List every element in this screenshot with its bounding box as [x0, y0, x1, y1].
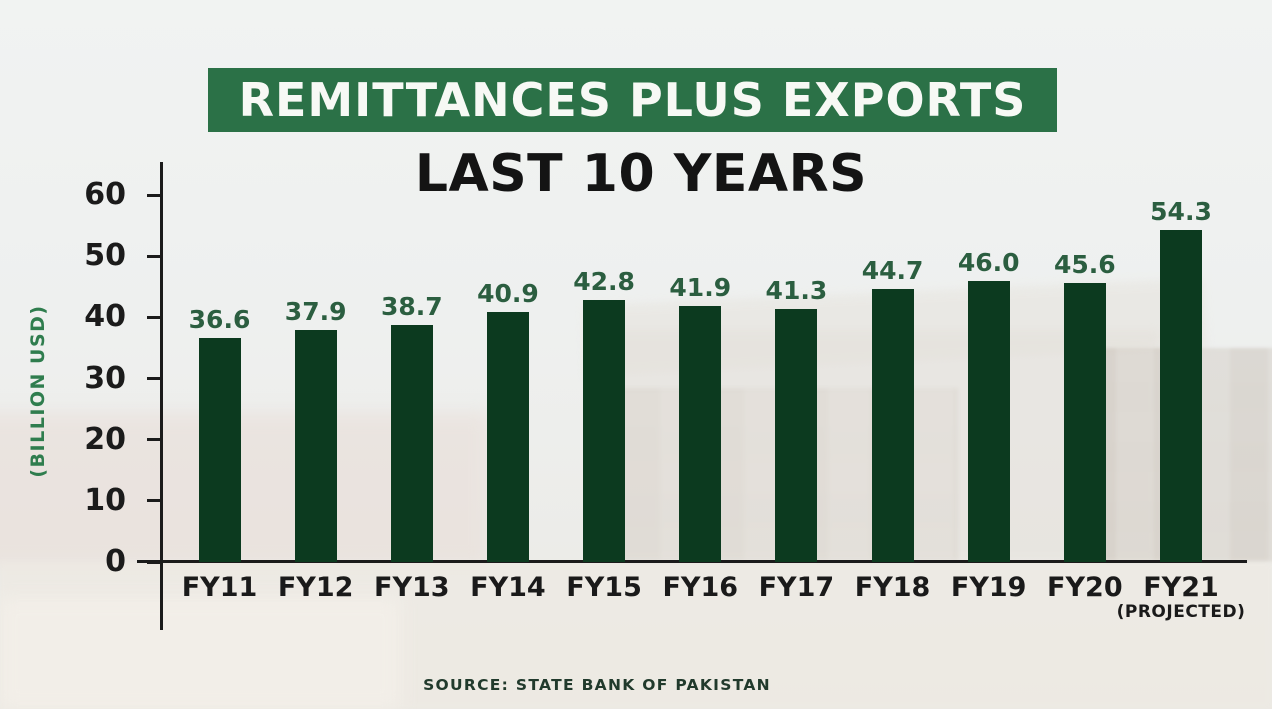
- bar-FY21: [1160, 229, 1202, 562]
- y-tick-label-50: 50: [84, 238, 126, 274]
- value-label-FY16: 41.9: [669, 272, 732, 302]
- y-tick-label-60: 60: [84, 177, 126, 212]
- title-banner: REMITTANCES PLUS EXPORTS: [208, 68, 1057, 132]
- source-credit: SOURCE: STATE BANK OF PAKISTAN: [423, 676, 771, 694]
- x-label-FY19: FY19: [950, 572, 1027, 603]
- y-tick-label-20: 20: [84, 421, 126, 457]
- y-tick-label-10: 10: [84, 482, 126, 518]
- y-tick-20: [147, 438, 161, 442]
- y-tick-30: [147, 377, 161, 380]
- x-label-FY15: FY15: [566, 572, 642, 603]
- value-label-FY17: 41.3: [765, 276, 828, 306]
- bar-FY17: [775, 309, 818, 562]
- x-label-FY21: FY21: [1143, 572, 1219, 603]
- bar-FY20: [1063, 283, 1106, 562]
- value-label-FY12: 37.9: [284, 297, 347, 327]
- chart-title: REMITTANCES PLUS EXPORTS: [238, 73, 1027, 127]
- bar-FY12: [294, 330, 337, 562]
- x-label-FY11: FY11: [181, 572, 258, 603]
- y-axis-title: (BILLION USD): [27, 304, 49, 478]
- y-tick-0: [147, 560, 161, 564]
- value-label-FY18: 44.7: [861, 255, 924, 285]
- bar-FY18: [871, 288, 914, 562]
- value-label-FY20: 45.6: [1054, 250, 1116, 280]
- y-axis-line: [160, 162, 163, 630]
- background-shape: [0, 598, 400, 709]
- chart-subtitle: LAST 10 YEARS: [414, 144, 868, 204]
- x-label-FY13: FY13: [374, 572, 450, 603]
- bar-FY16: [679, 305, 722, 562]
- y-tick-label-30: 30: [84, 360, 126, 396]
- bar-FY19: [967, 280, 1010, 562]
- bar-FY15: [583, 300, 626, 562]
- bar-FY13: [390, 325, 433, 562]
- bar-FY14: [486, 311, 529, 562]
- y-tick-label-40: 40: [84, 299, 126, 335]
- x-label-FY14: FY14: [470, 572, 546, 603]
- value-label-FY19: 46.0: [957, 247, 1020, 277]
- x-label-FY17: FY17: [758, 572, 835, 603]
- x-label-FY18: FY18: [854, 572, 931, 603]
- y-tick-10: [147, 499, 161, 503]
- bar-FY11: [198, 338, 241, 562]
- value-label-FY15: 42.8: [573, 267, 635, 297]
- x-label-FY20: FY20: [1047, 572, 1123, 603]
- value-label-FY14: 40.9: [477, 278, 539, 308]
- y-tick-label-0: 0: [105, 544, 126, 579]
- value-label-FY11: 36.6: [188, 305, 251, 335]
- value-label-FY21: 54.3: [1150, 196, 1212, 226]
- y-tick-50: [147, 254, 161, 258]
- y-tick-40: [147, 315, 161, 319]
- x-label-FY12: FY12: [277, 572, 354, 603]
- value-label-FY13: 38.7: [380, 292, 443, 322]
- x-label-note-FY21: (PROJECTED): [1116, 602, 1246, 622]
- y-tick-60: [147, 193, 161, 197]
- x-label-FY16: FY16: [662, 572, 739, 603]
